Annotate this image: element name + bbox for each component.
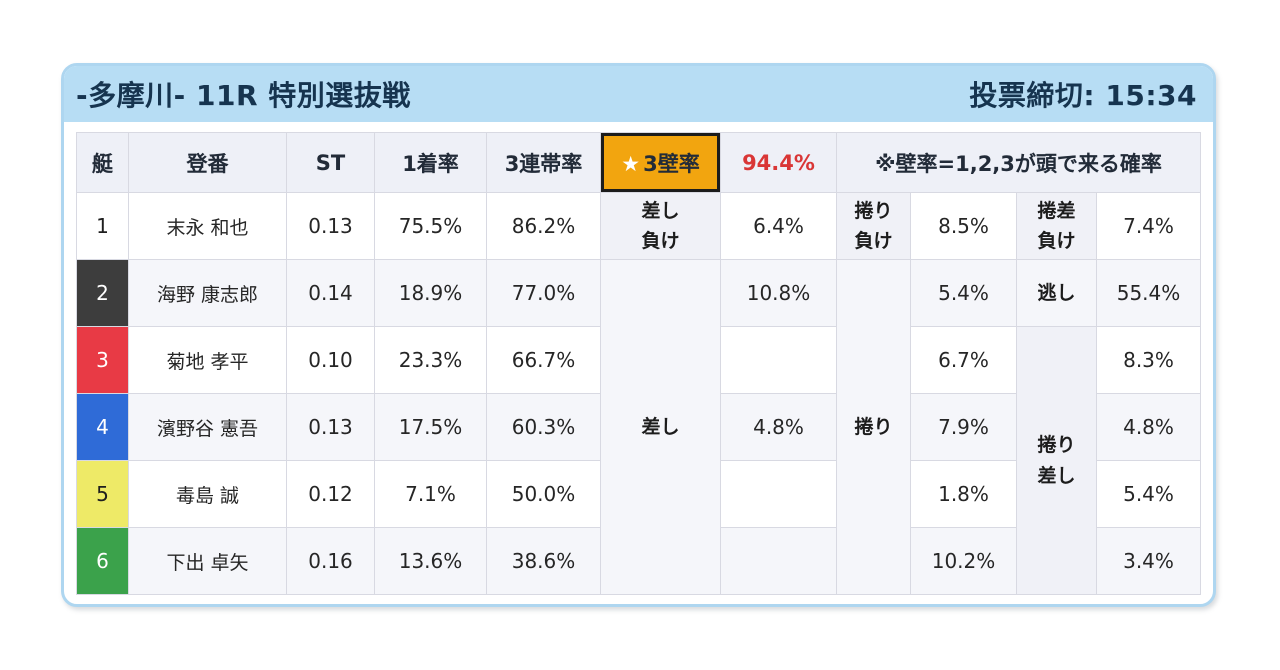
racer-name: 海野 康志郎 [128,259,287,327]
wall-label-makurizashi-make: 捲差 負け [1016,192,1097,260]
racer-name: 毒島 誠 [128,460,287,528]
wall-rate-cell: 7.9% [910,393,1017,461]
wall-rate-cell: 10.2% [910,527,1017,595]
wall-label-makuri: 捲り [836,259,911,595]
boat-number-cell: 5 [76,460,129,528]
racer-row-4: 4 濱野谷 憲吾 0.13 17.5% 60.3% 4.8% 7.9% 4.8% [76,393,1201,461]
wall-rate-cell: 10.8% [720,259,837,327]
racer-name: 末永 和也 [128,192,287,260]
racer-row-6: 6 下出 卓矢 0.16 13.6% 38.6% 10.2% 3.4% [76,527,1201,595]
wall-label-nigashi: 逃し [1016,259,1097,327]
top3-rate: 86.2% [486,192,601,260]
racer-row-1: 1 末永 和也 0.13 75.5% 86.2% 差し 負け 6.4% 捲り 負… [76,192,1201,260]
wall-label-makurizashi: 捲り 差し [1016,326,1097,595]
top3-rate: 77.0% [486,259,601,327]
win-rate: 18.9% [374,259,487,327]
win-rate: 13.6% [374,527,487,595]
wall-rate-header[interactable]: ★ 3壁率 [600,132,721,193]
col-header-reg: 登番 [128,132,287,193]
wall-rate-cell: 4.8% [720,393,837,461]
wall-rate-cell: 8.5% [910,192,1017,260]
table-header-row: 艇 登番 ST 1着率 3連帯率 ★ 3壁率 94.4% ※壁率=1,2,3が頭で… [76,132,1201,193]
col-header-top3: 3連帯率 [486,132,601,193]
top3-rate: 66.7% [486,326,601,394]
wall-rate-cell: 5.4% [910,259,1017,327]
racer-name: 菊地 孝平 [128,326,287,394]
racer-row-2: 2 海野 康志郎 0.14 18.9% 77.0% 差し 10.8% 捲り 5.… [76,259,1201,595]
race-card: -多摩川- 11R 特別選抜戦 投票締切: 15:34 艇 登番 ST 1着率 … [61,63,1216,607]
st-value: 0.16 [286,527,375,595]
wall-rate-cell: 6.4% [720,192,837,260]
wall-rate-cell [720,460,837,528]
top3-rate: 38.6% [486,527,601,595]
wall-rate-note: ※壁率=1,2,3が頭で来る確率 [836,132,1201,193]
win-rate: 75.5% [374,192,487,260]
boat-number-cell: 3 [76,326,129,394]
wall-rate-cell: 8.3% [1096,326,1201,394]
wall-rate-cell: 4.8% [1096,393,1201,461]
win-rate: 7.1% [374,460,487,528]
wall-rate-cell [720,326,837,394]
wall-label-sashi: 差し [600,259,721,595]
win-rate: 17.5% [374,393,487,461]
racer-name: 濱野谷 憲吾 [128,393,287,461]
boat-number-cell: 1 [76,192,129,260]
wall-rate-cell: 5.4% [1096,460,1201,528]
st-value: 0.10 [286,326,375,394]
st-value: 0.12 [286,460,375,528]
st-value: 0.14 [286,259,375,327]
star-icon: ★ [621,151,641,176]
top3-rate: 60.3% [486,393,601,461]
st-value: 0.13 [286,192,375,260]
boat-number-cell: 6 [76,527,129,595]
wall-label-sashi-make: 差し 負け [600,192,721,260]
wall-rate-cell: 7.4% [1096,192,1201,260]
race-table: 艇 登番 ST 1着率 3連帯率 ★ 3壁率 94.4% ※壁率=1,2,3が頭で… [76,132,1201,595]
col-header-st: ST [286,132,375,193]
wall-rate-cell [720,527,837,595]
racer-row-5: 5 毒島 誠 0.12 7.1% 50.0% 1.8% 5.4% [76,460,1201,528]
wall-rate-cell: 55.4% [1096,259,1201,327]
win-rate: 23.3% [374,326,487,394]
col-header-win1: 1着率 [374,132,487,193]
st-value: 0.13 [286,393,375,461]
vote-deadline: 投票締切: 15:34 [969,79,1197,112]
wall-rate-cell: 1.8% [910,460,1017,528]
racer-name: 下出 卓矢 [128,527,287,595]
wall-rate-value: 94.4% [720,132,837,193]
wall-rate-cell: 3.4% [1096,527,1201,595]
wall-rate-label: 3壁率 [643,151,700,176]
boat-number-cell: 4 [76,393,129,461]
race-title: -多摩川- 11R 特別選抜戦 [76,79,411,112]
wall-rate-cell: 6.7% [910,326,1017,394]
col-header-boat: 艇 [76,132,129,193]
racer-row-3: 3 菊地 孝平 0.10 23.3% 66.7% 6.7% 捲り 差し 8.3% [76,326,1201,595]
race-header-bar: -多摩川- 11R 特別選抜戦 投票締切: 15:34 [64,66,1213,122]
top3-rate: 50.0% [486,460,601,528]
boat-number-cell: 2 [76,259,129,327]
wall-label-makuri-make: 捲り 負け [836,192,911,260]
